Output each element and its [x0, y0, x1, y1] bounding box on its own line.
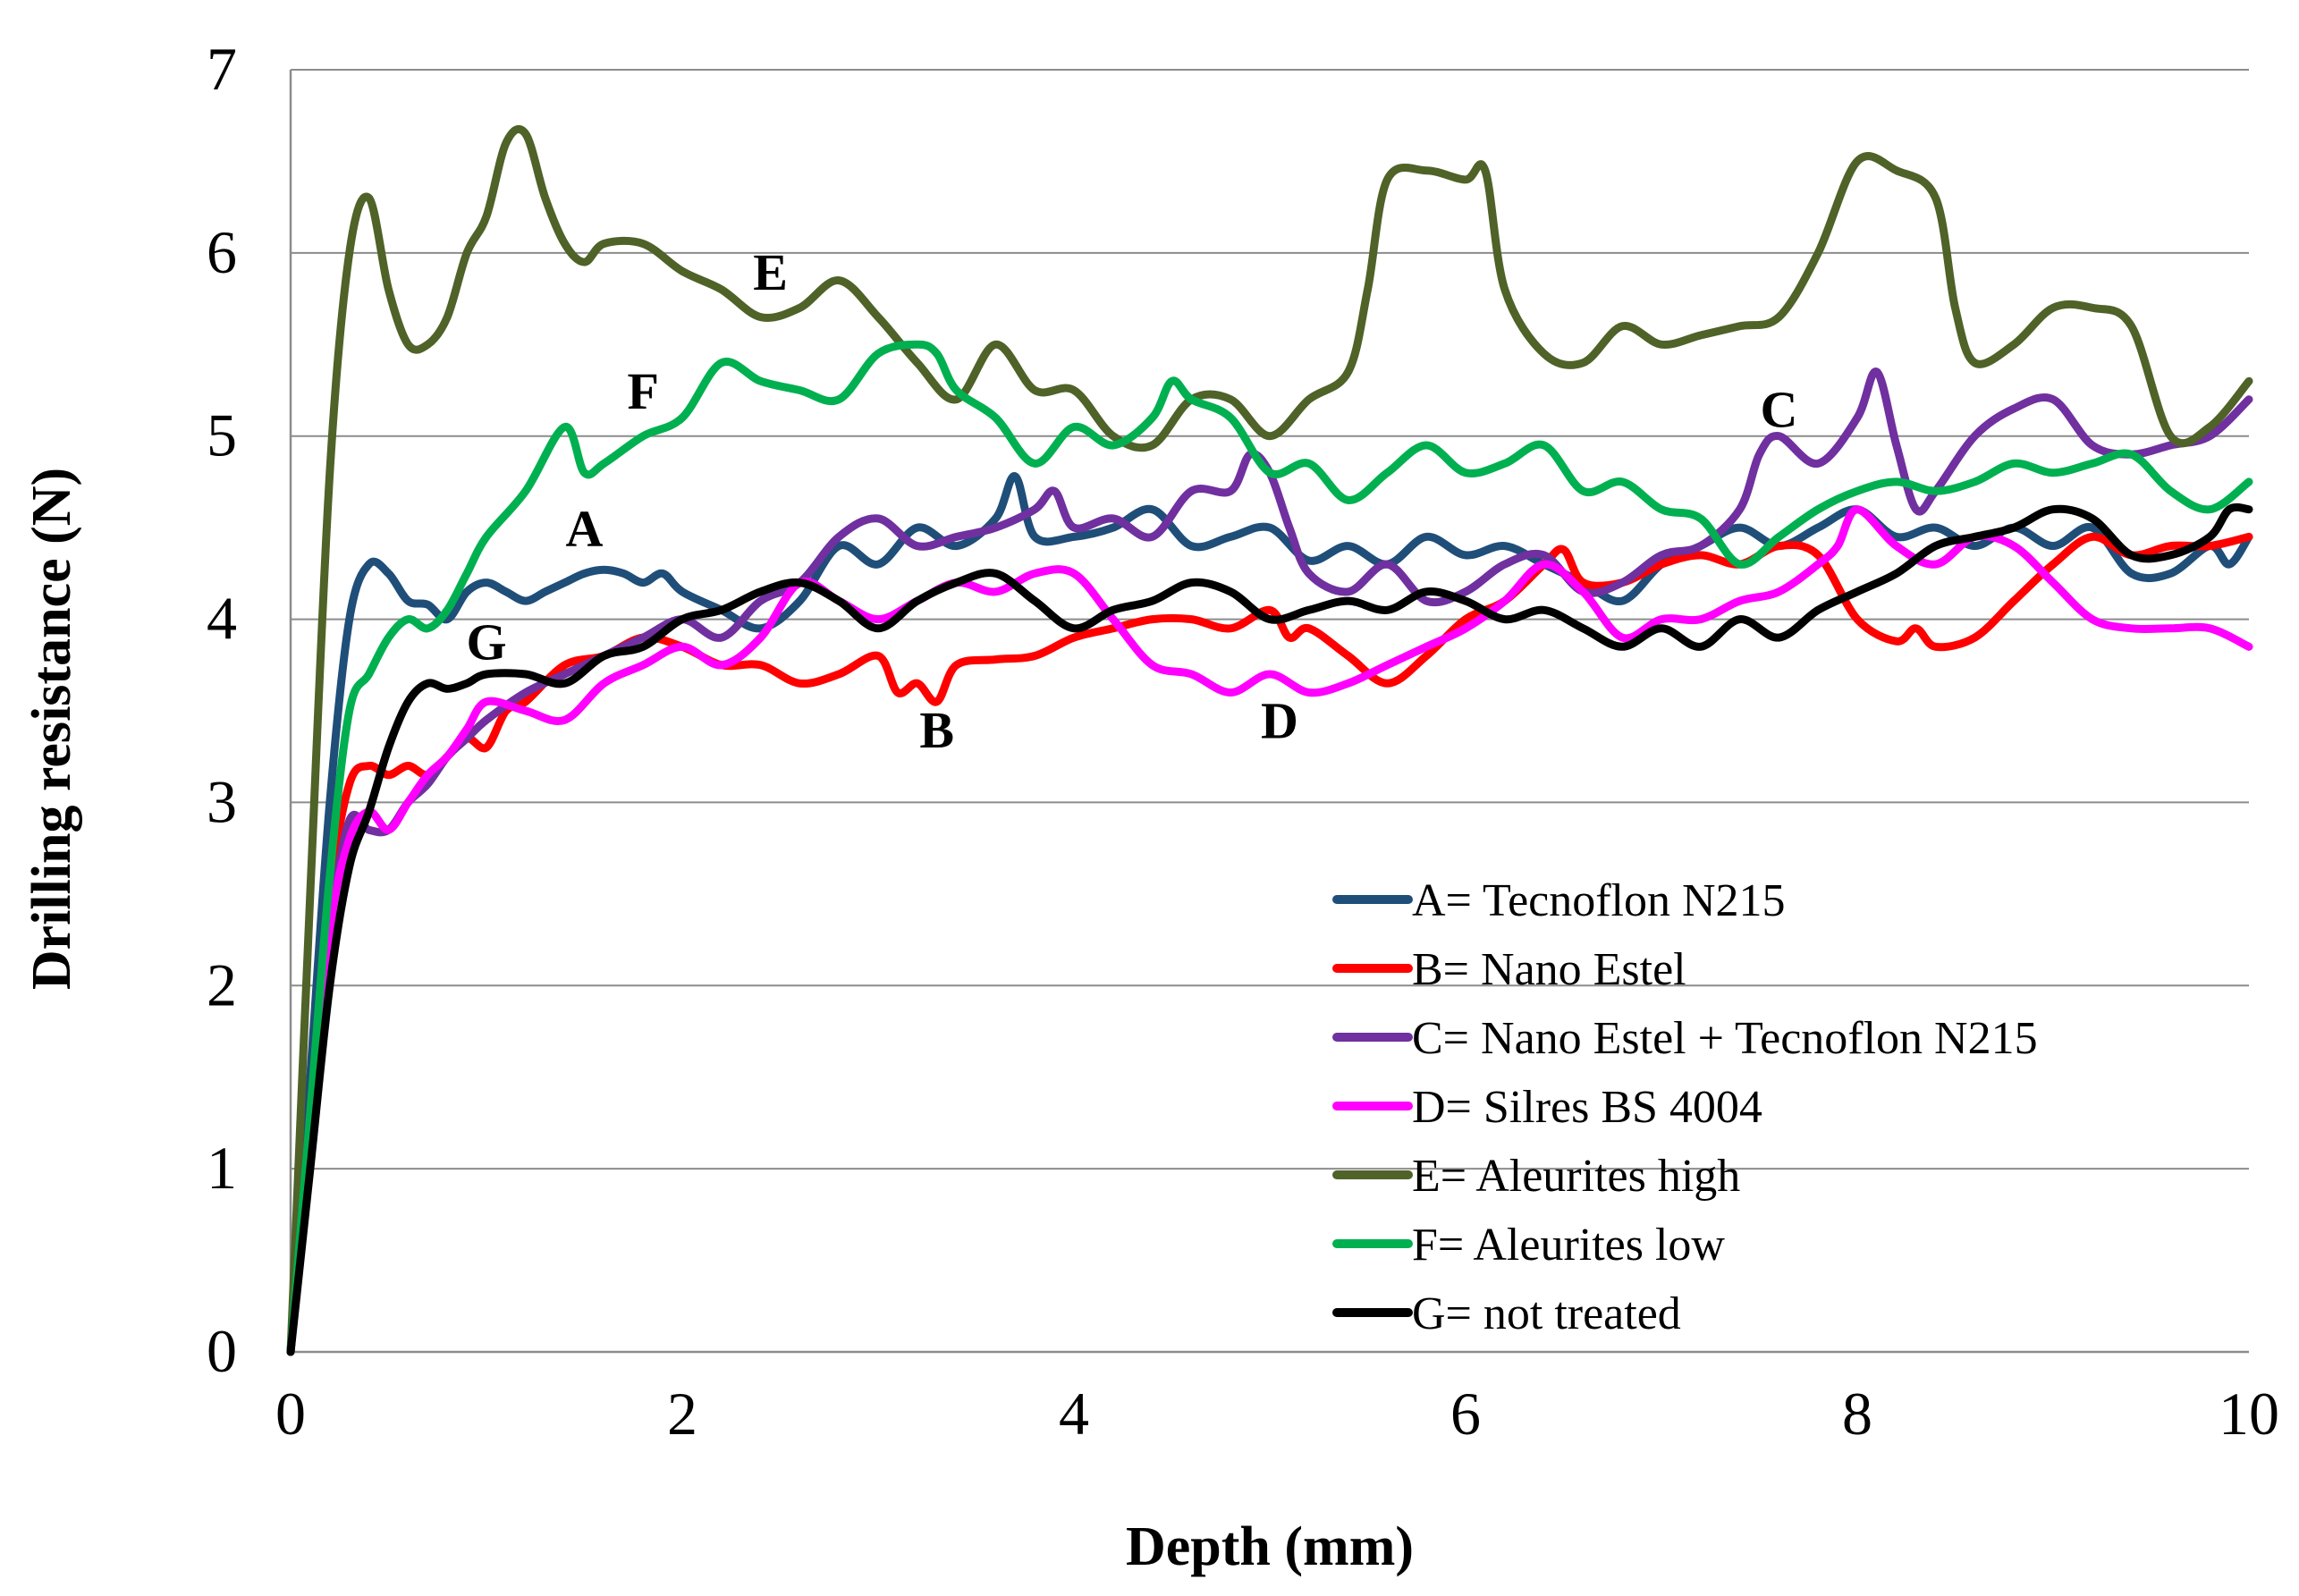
series-line-g	[286, 502, 2253, 1356]
legend: A= Tecnoflon N215 B= Nano Estel C= Nano Es…	[1332, 875, 2038, 1339]
legend-label-f: F= Aleurites low	[1412, 1220, 1725, 1271]
series-lines	[286, 124, 2253, 1356]
x-axis-title: Depth (mm)	[1126, 1516, 1414, 1577]
x-tick-labels: 0 2 4 6 8 10	[275, 1380, 2279, 1448]
y-tick-label: 6	[207, 218, 237, 286]
annotation-e: E	[753, 243, 788, 301]
annotation-d: D	[1261, 692, 1298, 750]
annotation-a: A	[566, 500, 604, 558]
annotation-f: F	[627, 362, 658, 420]
y-tick-label: 7	[207, 35, 237, 103]
y-tick-label: 0	[207, 1317, 237, 1385]
legend-label-d: D= Silres BS 4004	[1412, 1082, 1762, 1133]
y-tick-label: 3	[207, 767, 237, 835]
y-tick-label: 4	[207, 585, 237, 653]
annotation-c: C	[1760, 380, 1797, 438]
x-tick-label: 10	[2219, 1380, 2279, 1448]
y-tick-labels: 0 1 2 3 4 5 6 7	[207, 35, 237, 1385]
legend-label-c: C= Nano Estel + Tecnoflon N215	[1412, 1013, 2038, 1064]
x-tick-label: 4	[1059, 1380, 1089, 1448]
legend-label-b: B= Nano Estel	[1412, 944, 1686, 995]
y-axis-title: Drilling resistance (N)	[21, 468, 82, 990]
y-tick-label: 1	[207, 1134, 237, 1202]
x-tick-label: 2	[667, 1380, 697, 1448]
y-tick-label: 2	[207, 950, 237, 1018]
series-line-e	[286, 124, 2253, 1356]
legend-label-g: G= not treated	[1412, 1288, 1681, 1339]
series-line-b	[286, 532, 2253, 1356]
y-tick-label: 5	[207, 401, 237, 469]
legend-label-e: E= Aleurites high	[1412, 1151, 1740, 1202]
annotation-g: G	[466, 613, 506, 671]
legend-label-a: A= Tecnoflon N215	[1412, 875, 1786, 926]
x-tick-label: 0	[275, 1380, 306, 1448]
series-annotations: A B C D E F G	[466, 243, 1797, 759]
series-line-d	[286, 505, 2253, 1356]
x-tick-label: 8	[1842, 1380, 1872, 1448]
annotation-b: B	[919, 701, 954, 759]
series-line-f	[286, 340, 2253, 1356]
x-tick-label: 6	[1450, 1380, 1481, 1448]
axes	[289, 70, 2249, 1354]
